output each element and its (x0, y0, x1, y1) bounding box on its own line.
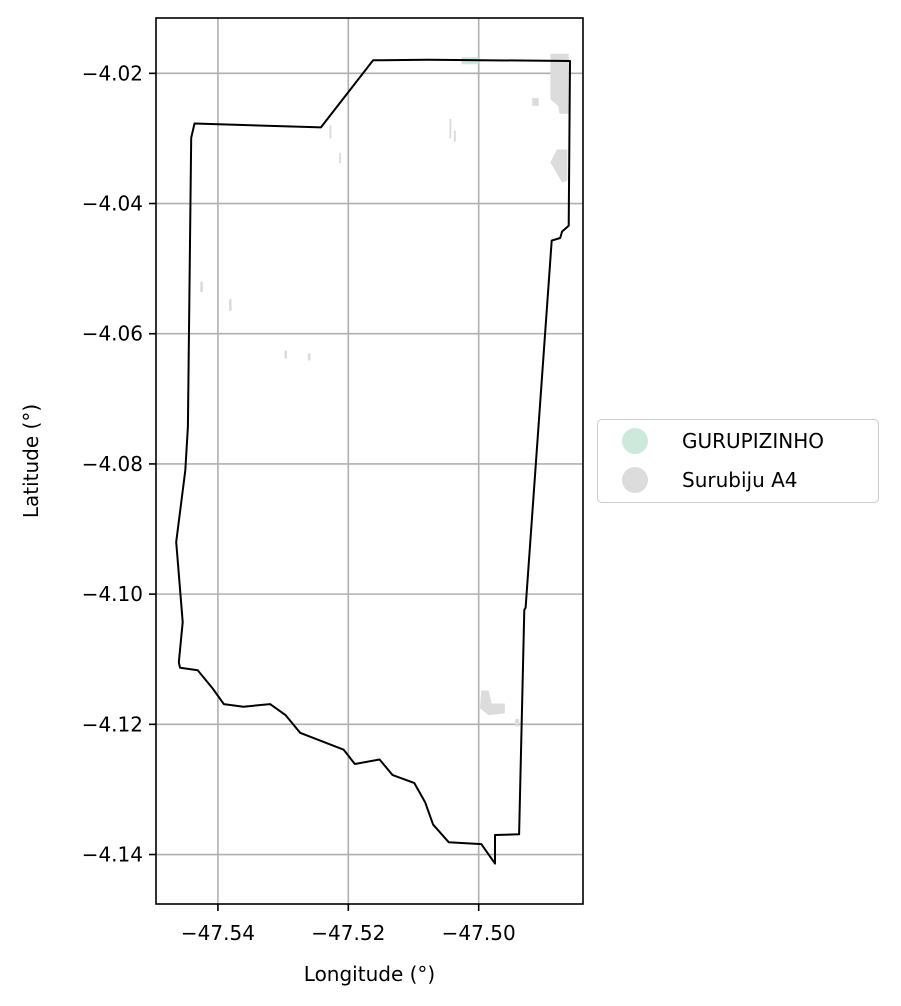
legend-label-gurupizinho: GURUPIZINHO (682, 429, 824, 453)
x-tick-label: −47.54 (181, 921, 255, 945)
region-surubiju-a4 (307, 353, 311, 361)
plot-frame (155, 17, 584, 905)
y-tick-label: −4.08 (82, 452, 143, 476)
y-axis-title: Latitude (°) (19, 404, 43, 518)
region-surubiju-a4 (515, 719, 520, 727)
legend-label-surubiju-a4: Surubiju A4 (682, 468, 798, 492)
region-surubiju-a4 (339, 152, 342, 164)
region-surubiju-a4 (480, 690, 505, 716)
y-tick-label: −4.04 (82, 192, 143, 216)
legend-item-surubiju-a4: Surubiju A4 (598, 465, 878, 495)
grid-lines (156, 18, 583, 904)
y-tick-label: −4.14 (82, 843, 143, 867)
region-surubiju-a4 (453, 130, 456, 142)
x-tick-label: −47.50 (442, 921, 516, 945)
legend: GURUPIZINHO Surubiju A4 (597, 419, 879, 503)
region-surubiju-a4 (229, 299, 232, 311)
region-surubiju-a4 (532, 98, 539, 106)
legend-item-gurupizinho: GURUPIZINHO (598, 426, 878, 456)
area-boundary (175, 58, 571, 865)
region-surubiju-a4 (329, 125, 332, 139)
y-tick-label: −4.10 (82, 582, 143, 606)
axis-ticks: −47.54 −47.52 −47.50 −4.02 −4.04 −4.06 −4.08 −4… (82, 61, 516, 945)
y-tick-label: −4.02 (82, 61, 143, 85)
legend-marker-surubiju-a4 (622, 467, 648, 493)
region-surubiju-a4 (284, 350, 287, 359)
x-tick-label: −47.52 (311, 921, 385, 945)
region-surubiju-a4 (550, 149, 568, 183)
region-surubiju-a4 (200, 281, 203, 293)
region-surubiju-a4 (550, 53, 569, 114)
y-tick-label: −4.12 (82, 712, 143, 736)
y-tick-label: −4.06 (82, 322, 143, 346)
boundary-layer (175, 58, 571, 865)
plot-background (156, 18, 583, 904)
legend-marker-gurupizinho (622, 428, 648, 454)
x-axis-title: Longitude (°) (304, 962, 435, 986)
region-surubiju-a4 (449, 118, 452, 139)
